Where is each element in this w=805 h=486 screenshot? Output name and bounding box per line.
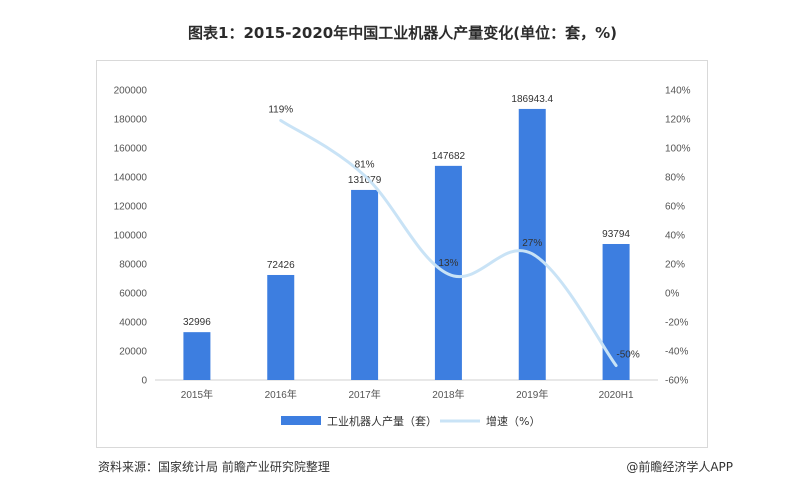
line-data-label: 119% <box>268 104 293 115</box>
bar <box>351 189 379 380</box>
bar <box>267 274 295 380</box>
y-right-tick-label: 140% <box>665 86 691 97</box>
y-left-tick-label: 100000 <box>114 231 148 242</box>
line-data-label: -50% <box>616 350 639 361</box>
y-left-tick-label: 40000 <box>119 318 147 329</box>
y-left-tick-label: 120000 <box>114 202 148 213</box>
legend-bar-label: 工业机器人产量（套） <box>327 414 437 428</box>
brand-note: @前瞻经济学人APP <box>626 460 733 474</box>
y-left-tick-label: 160000 <box>114 144 148 155</box>
bar <box>183 332 211 380</box>
bar-data-label: 186943.4 <box>511 94 553 105</box>
bar-data-label: 72426 <box>267 260 295 271</box>
y-right-tick-label: -40% <box>665 347 688 358</box>
y-left-tick-label: 20000 <box>119 347 147 358</box>
y-right-tick-label: 40% <box>665 231 685 242</box>
y-right-tick-label: 0% <box>665 289 680 300</box>
source-note: 资料来源：国家统计局 前瞻产业研究院整理 <box>98 460 330 474</box>
y-right-tick-label: 120% <box>665 115 691 126</box>
y-right-tick-label: 100% <box>665 144 691 155</box>
chart-frame <box>96 60 708 448</box>
bar <box>518 108 546 380</box>
line-data-label: 81% <box>355 160 375 171</box>
y-left-tick-label: 80000 <box>119 260 147 271</box>
bar-data-label: 131079 <box>348 175 382 186</box>
y-right-tick-label: 80% <box>665 173 685 184</box>
x-tick-label: 2015年 <box>181 388 213 401</box>
x-tick-label: 2020H1 <box>599 390 634 401</box>
y-left-tick-label: 0 <box>141 376 147 387</box>
x-tick-label: 2019年 <box>516 388 548 401</box>
bar <box>602 243 630 380</box>
chart-title: 图表1：2015-2020年中国工业机器人产量变化(单位：套，%) <box>188 24 617 42</box>
bar-data-label: 32996 <box>183 317 211 328</box>
bar-data-label: 147682 <box>432 151 466 162</box>
y-right-tick-label: 60% <box>665 202 685 213</box>
x-tick-label: 2018年 <box>432 388 464 401</box>
y-right-tick-label: -60% <box>665 376 688 387</box>
growth-line <box>279 118 618 367</box>
y-left-tick-label: 180000 <box>114 115 148 126</box>
y-left-tick-label: 200000 <box>114 86 148 97</box>
line-data-label: 13% <box>438 258 458 269</box>
x-tick-label: 2016年 <box>265 388 297 401</box>
bar-data-label: 93794 <box>602 229 630 240</box>
legend-line-label: 增速（%） <box>486 414 540 428</box>
legend-bar-swatch <box>281 416 321 425</box>
y-right-tick-label: 20% <box>665 260 685 271</box>
y-left-tick-label: 140000 <box>114 173 148 184</box>
line-data-label: 27% <box>522 238 542 249</box>
y-left-tick-label: 60000 <box>119 289 147 300</box>
x-tick-label: 2017年 <box>348 388 380 401</box>
y-right-tick-label: -20% <box>665 318 688 329</box>
